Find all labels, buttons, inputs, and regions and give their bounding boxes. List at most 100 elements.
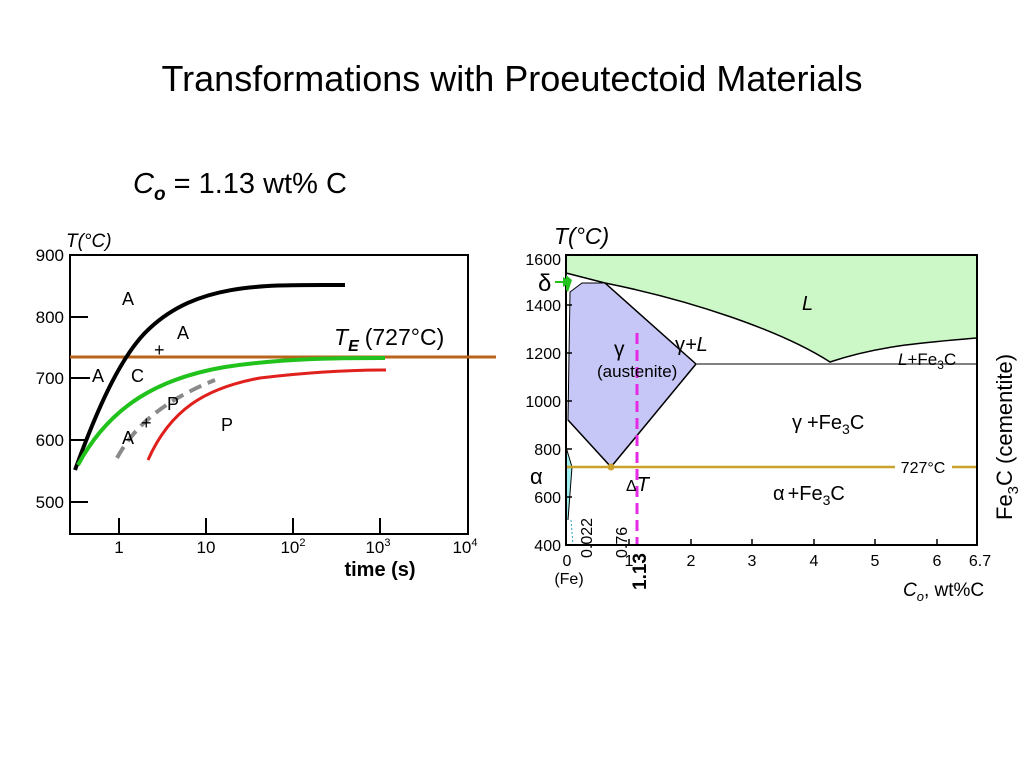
ttt-x-tick-base: 10 bbox=[197, 538, 216, 557]
phase-x-ticks bbox=[628, 539, 938, 545]
phase-label-liquid: L bbox=[802, 293, 813, 315]
phase-alpha-region bbox=[566, 447, 572, 520]
ttt-plot-frame bbox=[69, 254, 469, 535]
ttt-pearlite-end-curve bbox=[146, 368, 387, 461]
phase-right-axis-pre: Fe bbox=[992, 494, 1017, 520]
phase-y-tick-label: 1200 bbox=[525, 346, 561, 363]
phase-label-gamma-liquid-symbol: γ bbox=[675, 334, 685, 356]
phase-x-tick-label: 6 bbox=[933, 553, 942, 570]
ttt-te-label: TE (727°C) bbox=[334, 324, 444, 355]
phase-right-axis-subscript: 3 bbox=[1005, 486, 1022, 494]
phase-x-tick-label: 3 bbox=[748, 553, 757, 570]
phase-label-liquid-fe3c-symbol: L bbox=[898, 350, 907, 369]
phase-x-axis-symbol: C bbox=[903, 580, 917, 601]
phase-x-small-tick-076: 0.76 bbox=[614, 527, 631, 558]
composition-value: = 1.13 wt% C bbox=[173, 168, 347, 200]
phase-x-small-tick-0022: 0.022 bbox=[579, 518, 596, 558]
ttt-y-tick-labels: 900 800 700 600 500 bbox=[36, 246, 64, 512]
ttt-label-p-right: P bbox=[221, 415, 233, 435]
phase-x-axis-label: Co, wt%C bbox=[903, 580, 984, 604]
ttt-y-axis-label: T(°C) bbox=[66, 231, 112, 252]
phase-label-alpha-fe3c: α +Fe3C bbox=[773, 483, 845, 508]
phase-y-tick-label: 1400 bbox=[525, 298, 561, 315]
phase-x-fe-label: (Fe) bbox=[554, 571, 583, 588]
phase-eutectoid-label: 727°C bbox=[901, 460, 946, 477]
ttt-te-value: (727°C) bbox=[365, 324, 445, 350]
phase-x-tick-label: 4 bbox=[810, 553, 819, 570]
phase-y-tick-label: 400 bbox=[534, 538, 561, 555]
ttt-label-c-left: C bbox=[131, 366, 144, 386]
phase-solvus-line bbox=[570, 519, 574, 546]
phase-label-gamma: γ bbox=[614, 338, 625, 361]
ttt-x-tick-exp: 4 bbox=[471, 537, 477, 549]
phase-label-austenite: (austenite) bbox=[597, 362, 677, 381]
phase-y-tick-labels: 1600 1400 1200 1000 800 600 400 bbox=[525, 252, 561, 555]
ttt-x-tick-label: 103 bbox=[365, 537, 390, 557]
phase-x-tick-labels: 0 1 2 3 4 5 6 6.7 bbox=[563, 553, 992, 570]
phase-acm-line bbox=[610, 363, 697, 468]
phase-y-tick-label: 1600 bbox=[525, 252, 561, 269]
ttt-y-tick-label: 500 bbox=[36, 493, 64, 512]
phase-x-tick-label: 1 bbox=[625, 553, 634, 570]
ttt-x-tick-label: 1 bbox=[114, 538, 123, 557]
ttt-te-subscript: E bbox=[348, 338, 360, 355]
phase-x-axis-rest: , wt%C bbox=[924, 580, 984, 601]
phase-eutectoid-point bbox=[607, 463, 615, 471]
ttt-label-plus-top: + bbox=[154, 340, 165, 360]
ttt-y-axis-label-text: T(°C) bbox=[66, 231, 112, 252]
phase-right-axis-label: Fe3C (cementite) bbox=[992, 354, 1022, 520]
phase-label-liquid-fe3c: L+Fe3C bbox=[898, 350, 956, 372]
ttt-te-symbol: T bbox=[334, 324, 350, 350]
ttt-pearlite-start-curve bbox=[115, 378, 216, 459]
phase-label-delta-t-symbol: Δ bbox=[626, 478, 637, 495]
phase-a3-line bbox=[567, 419, 612, 468]
phase-label-gamma-fe3c-rest: +Fe bbox=[807, 412, 842, 434]
phase-label-gamma-fe3c-sub: 3 bbox=[842, 421, 850, 437]
ttt-y-tick-label: 700 bbox=[36, 369, 64, 388]
phase-x-tick-label: 5 bbox=[871, 553, 880, 570]
phase-label-gamma-fe3c-tail: C bbox=[850, 412, 864, 434]
ttt-start-curve bbox=[73, 282, 346, 471]
phase-label-delta-t: ΔT bbox=[626, 474, 651, 496]
phase-label-gamma-fe3c: γ +Fe3C bbox=[792, 412, 864, 437]
ttt-x-ticks bbox=[118, 518, 381, 534]
ttt-x-tick-exp: 3 bbox=[384, 537, 390, 549]
ttt-x-tick-label: 10 bbox=[197, 538, 216, 557]
composition-label: Co = 1.13 wt% C bbox=[133, 168, 347, 206]
phase-gamma-liquid-boundary bbox=[604, 282, 697, 365]
ttt-x-tick-labels: 1 10 102 103 104 bbox=[114, 537, 477, 557]
ttt-x-tick-label: 104 bbox=[452, 537, 477, 557]
phase-label-alpha: α bbox=[530, 464, 543, 489]
phase-composition-marker-label: 1.13 bbox=[630, 553, 651, 590]
phase-x-tick-label: 2 bbox=[687, 553, 696, 570]
phase-y-tick-label: 1000 bbox=[525, 394, 561, 411]
ttt-x-tick-label: 102 bbox=[280, 537, 305, 557]
ttt-label-a-left: A bbox=[92, 366, 104, 386]
composition-subscript: o bbox=[153, 183, 166, 205]
phase-y-tick-label: 600 bbox=[534, 490, 561, 507]
ttt-label-a-top: A bbox=[122, 289, 134, 309]
phase-x-tick-label: 6.7 bbox=[969, 553, 991, 570]
ttt-x-tick-base: 10 bbox=[280, 538, 299, 557]
phase-label-gamma-liquid-rest: +L bbox=[685, 334, 708, 356]
ttt-label-a-bottom: A bbox=[122, 428, 134, 448]
phase-x-axis-subscript: o bbox=[917, 589, 924, 604]
phase-label-alpha-fe3c-symbol: α bbox=[773, 483, 785, 505]
phase-label-alpha-fe3c-tail: C bbox=[830, 483, 844, 505]
ttt-x-tick-base: 10 bbox=[452, 538, 471, 557]
phase-label-gamma-fe3c-symbol: γ bbox=[792, 412, 802, 434]
phase-delta-region bbox=[566, 275, 572, 292]
phase-y-ticks bbox=[566, 304, 572, 498]
ttt-region-labels: A A + A C P + A P bbox=[92, 289, 233, 448]
phase-label-delta-t-rest: T bbox=[637, 474, 651, 496]
composition-symbol: C bbox=[133, 168, 154, 200]
phase-label-liquid-fe3c-tail: C bbox=[944, 350, 956, 369]
phase-x-tick-label: 0 bbox=[563, 553, 572, 570]
phase-label-liquid-fe3c-rest: +Fe bbox=[907, 350, 937, 369]
phase-label-alpha-fe3c-rest: +Fe bbox=[788, 483, 823, 505]
ttt-x-axis-label: time (s) bbox=[344, 559, 415, 581]
phase-y-axis-label: T(°C) bbox=[554, 223, 609, 249]
ttt-x-tick-base: 10 bbox=[365, 538, 384, 557]
